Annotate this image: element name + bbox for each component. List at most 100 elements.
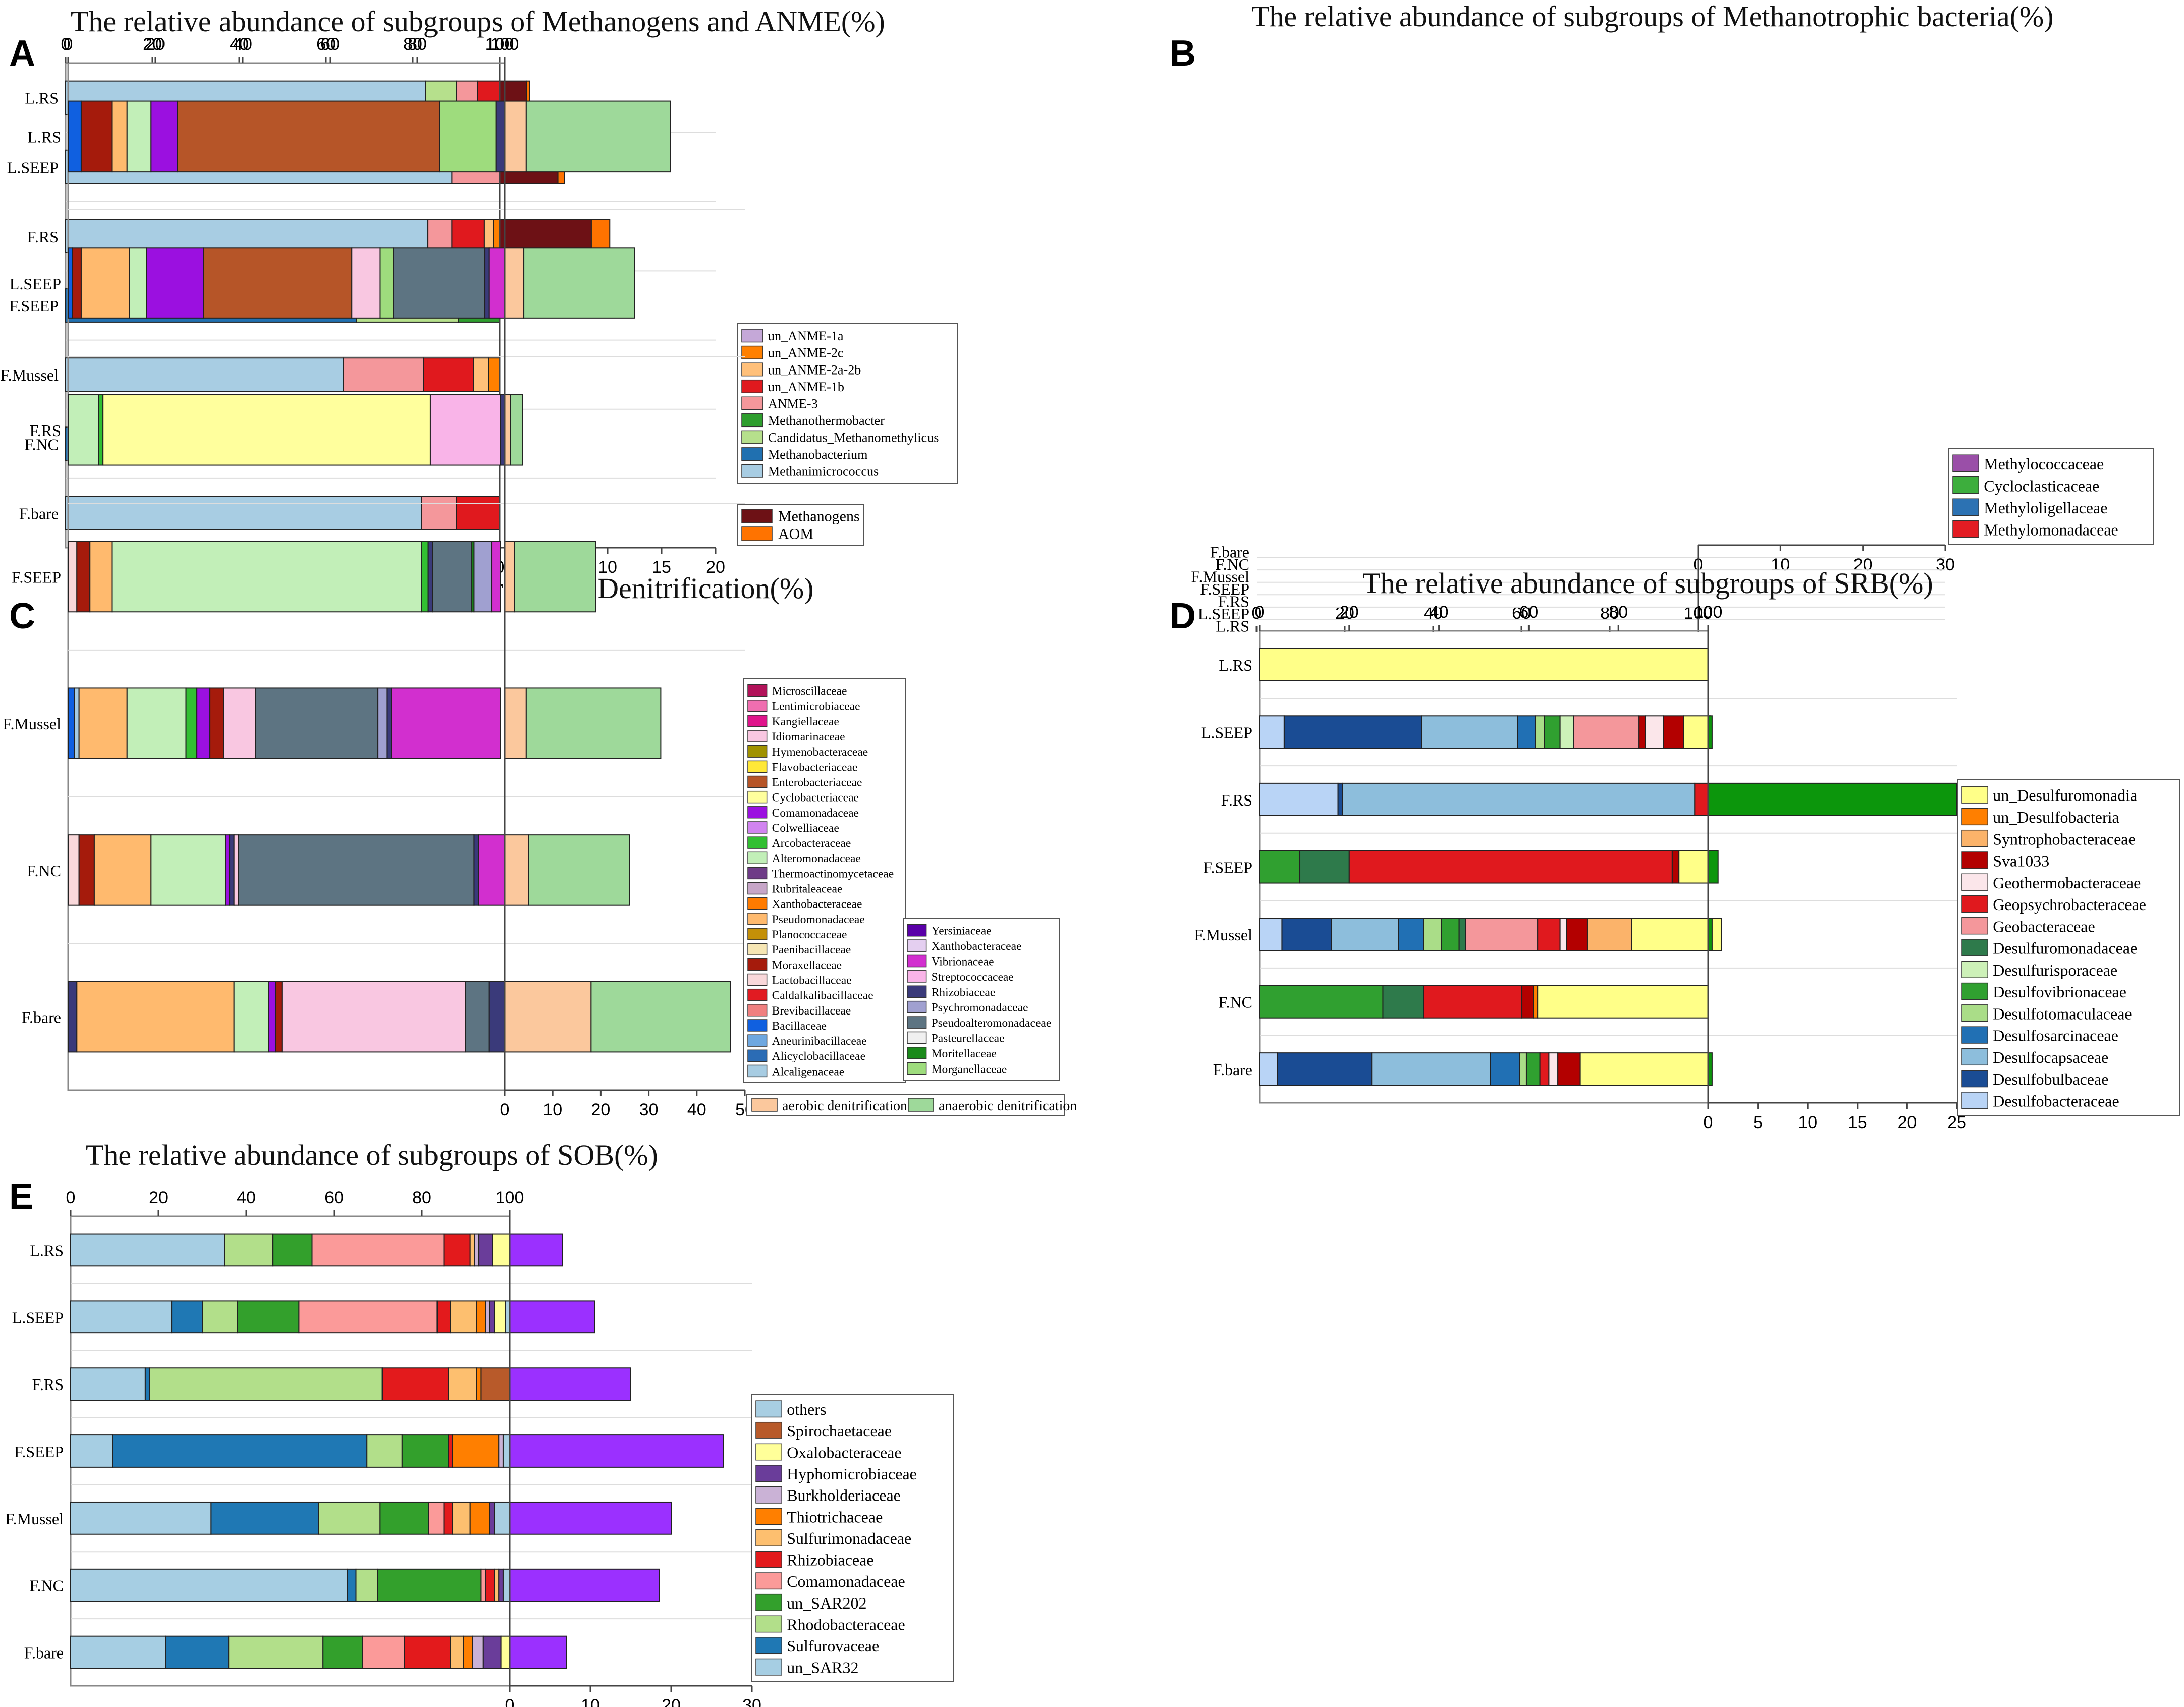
bar-segment-un-anme-2a-2b bbox=[473, 357, 489, 392]
legend-frame bbox=[743, 678, 906, 1083]
side-bar-anaerobic-denitrification bbox=[528, 834, 630, 906]
legend-swatch bbox=[1961, 895, 1988, 913]
bar-segment-un-desulfuromonadia bbox=[1678, 850, 1709, 884]
bar-segment-un-sar202 bbox=[272, 1233, 313, 1267]
legend-label: Cycloclasticaceae bbox=[1984, 476, 2099, 495]
legend-swatch bbox=[747, 775, 768, 788]
legend-label: Yersiniaceae bbox=[932, 925, 992, 938]
bar-segment-rhizobiaceae bbox=[448, 1434, 453, 1468]
bar-segment-rhodobacteraceae bbox=[318, 1501, 381, 1535]
bar-segment-arcobacteraceae bbox=[421, 541, 429, 613]
bar-segment-pseudomonadaceae bbox=[76, 981, 235, 1053]
panel-b: B The relative abundance of subgroups of … bbox=[1170, 0, 2154, 635]
bar-segment-desulfobacteraceae bbox=[1259, 1052, 1278, 1086]
bar-segment-bacillaceae bbox=[68, 247, 73, 319]
category-label: F.Mussel bbox=[0, 366, 59, 384]
bar-segment-un-desulfuromonadia bbox=[1631, 918, 1722, 951]
bar-segment-comamonadaceae bbox=[311, 1233, 445, 1267]
bar-segment-pseudomonadaceae bbox=[80, 247, 130, 319]
bar-segment-rhodobacteraceae bbox=[366, 1434, 403, 1468]
side-tick-label: 0 bbox=[1704, 1113, 1713, 1132]
legend-swatch bbox=[907, 985, 927, 998]
side-bar-sob bbox=[509, 1434, 724, 1468]
panel-c: CThe relative abundance of subgroups of … bbox=[3, 35, 1077, 1119]
side-tick-label: 25 bbox=[1947, 1113, 1967, 1132]
legend-swatch bbox=[747, 851, 768, 864]
bar-segment-sulfurovaceae bbox=[171, 1300, 203, 1334]
legend-label: Aneurinibacillaceae bbox=[772, 1035, 867, 1048]
category-label: F.RS bbox=[32, 1375, 64, 1394]
x-tick-label: 0 bbox=[66, 1188, 76, 1207]
legend-swatch bbox=[755, 1637, 782, 1655]
category-label: F.bare bbox=[22, 1008, 61, 1027]
bar-segment-rhizobiaceae bbox=[443, 1501, 453, 1535]
bar-segment-syntrophobacteraceae bbox=[1586, 918, 1632, 951]
x-tick-label: 80 bbox=[408, 35, 427, 54]
bar-segment-sva1033 bbox=[1557, 1052, 1581, 1086]
bar-segment-thiotrichaceae bbox=[452, 1434, 500, 1468]
legend-label: Idiomarinaceae bbox=[772, 730, 845, 743]
side-bar-aerobic-denitrification bbox=[504, 394, 511, 466]
bar-segment-un-sar32 bbox=[70, 1233, 225, 1267]
legend-label: Sulfurovaceae bbox=[787, 1637, 879, 1655]
bar-segment-desulfuromonadaceae bbox=[1458, 918, 1466, 951]
side-bar-aerobic-denitrification bbox=[504, 981, 592, 1053]
bar-segment-geopsychrobacteraceae bbox=[1423, 985, 1523, 1019]
legend-label: Flavobacteriaceae bbox=[772, 761, 858, 774]
bar-segment-rhodobacteraceae bbox=[224, 1233, 274, 1267]
x-tick-label: 80 bbox=[1609, 603, 1628, 622]
bar-segment-rhodobacteraceae bbox=[149, 1367, 383, 1401]
bar-segment-pseudoalteromonadaceae bbox=[255, 687, 379, 759]
legend-swatch bbox=[741, 379, 763, 393]
bar-segment-moraxellaceae bbox=[275, 981, 283, 1053]
legend-label: Geobacteraceae bbox=[1993, 917, 2095, 935]
bar-segment-alteromonadaceae bbox=[150, 834, 226, 906]
bar-segment-sva1033 bbox=[1638, 715, 1646, 749]
legend-label: ANME-3 bbox=[768, 396, 818, 411]
legend-label: Psychromonadaceae bbox=[932, 1001, 1028, 1015]
x-tick-label: 40 bbox=[237, 1188, 256, 1207]
side-bar-sob bbox=[509, 1367, 631, 1401]
bar-segment-hyphomicrobiaceae bbox=[489, 1300, 495, 1334]
side-tick-label: 5 bbox=[1753, 1113, 1763, 1132]
bar-segment-vibrionaceae bbox=[488, 247, 505, 319]
legend-swatch bbox=[747, 1034, 768, 1047]
category-label: F.bare bbox=[1213, 1060, 1252, 1079]
side-legend-label: AOM bbox=[778, 525, 813, 542]
legend-label: un_ANME-2a-2b bbox=[768, 362, 861, 377]
legend-label: un_ANME-2c bbox=[768, 346, 844, 360]
bar-segment-desulfobulbaceae bbox=[1277, 1052, 1373, 1086]
bar-segment-sulfurovaceae bbox=[165, 1635, 230, 1669]
bar-segment-idiomarinaceae bbox=[233, 834, 239, 906]
x-tick-label: 20 bbox=[1340, 603, 1359, 622]
bar-segment-alteromonadaceae bbox=[111, 541, 422, 613]
legend-label: Alicyclobacillaceae bbox=[772, 1050, 865, 1063]
category-label: F.bare bbox=[24, 1644, 64, 1662]
legend-swatch bbox=[1961, 1070, 1988, 1088]
legend-label: Desulfovibrionaceae bbox=[1993, 983, 2126, 1001]
legend-swatch bbox=[741, 396, 763, 410]
side-tick-label: 30 bbox=[639, 1100, 659, 1119]
side-bar-sob bbox=[509, 1233, 563, 1267]
x-tick-label: 100 bbox=[485, 35, 514, 54]
category-label: L.RS bbox=[1219, 656, 1252, 674]
legend-swatch bbox=[1952, 454, 1979, 472]
bar-segment-rhizobiaceae bbox=[443, 1233, 471, 1267]
bar-segment-desulfovibrionaceae bbox=[1441, 918, 1460, 951]
category-label: F.SEEP bbox=[12, 568, 61, 586]
category-label: F.RS bbox=[1218, 593, 1249, 611]
legend-frame bbox=[1957, 779, 2180, 1116]
bar-segment-morganellaceae bbox=[379, 247, 394, 319]
bar-segment-sva1033 bbox=[1663, 715, 1684, 749]
x-tick-label: 20 bbox=[146, 35, 165, 54]
legend-swatch bbox=[741, 345, 763, 359]
legend-swatch bbox=[907, 954, 927, 968]
x-tick-label: 80 bbox=[412, 1188, 431, 1207]
x-tick-label: 60 bbox=[316, 35, 336, 54]
legend-swatch bbox=[747, 730, 768, 742]
bar-segment-desulfosarcinaceae bbox=[1517, 715, 1536, 749]
bar-segment-alteromonadaceae bbox=[68, 394, 99, 466]
legend-label: un_SAR202 bbox=[787, 1594, 866, 1612]
bar-segment-rhizobiaceae bbox=[488, 981, 505, 1053]
side-tick-label: 40 bbox=[687, 1100, 706, 1119]
